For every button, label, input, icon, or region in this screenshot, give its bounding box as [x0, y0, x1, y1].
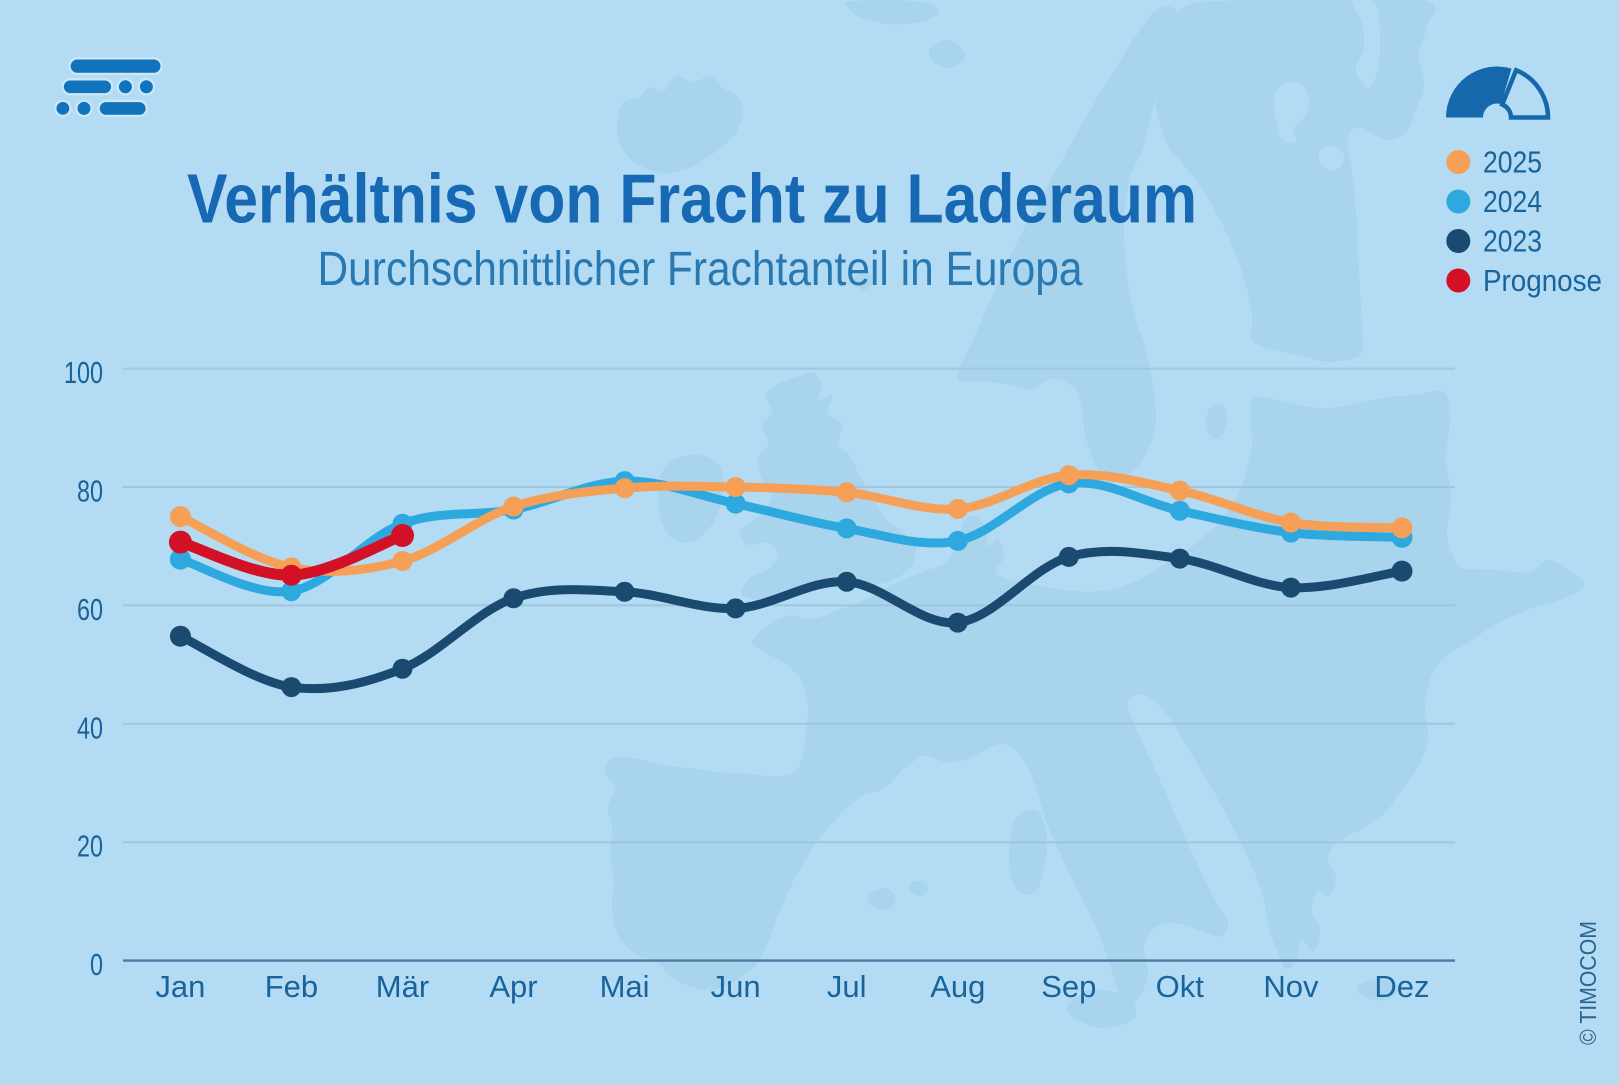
svg-text:100: 100 — [64, 355, 103, 390]
svg-text:Mär: Mär — [376, 969, 429, 1004]
svg-text:Aug: Aug — [930, 969, 985, 1004]
svg-text:Prognose: Prognose — [1483, 263, 1602, 298]
svg-text:20: 20 — [77, 829, 103, 864]
svg-text:40: 40 — [77, 710, 103, 745]
svg-text:0: 0 — [90, 947, 103, 982]
svg-text:Jan: Jan — [155, 969, 205, 1004]
svg-text:Feb: Feb — [265, 969, 318, 1004]
svg-text:Okt: Okt — [1156, 969, 1205, 1004]
svg-text:2025: 2025 — [1483, 145, 1542, 180]
svg-text:2024: 2024 — [1483, 184, 1542, 219]
svg-text:Mai: Mai — [600, 969, 650, 1004]
svg-text:Durchschnittlicher Frachtantei: Durchschnittlicher Frachtanteil in Europ… — [318, 243, 1083, 296]
svg-text:Verhältnis von Fracht zu Lader: Verhältnis von Fracht zu Laderaum — [187, 160, 1197, 238]
svg-text:Jul: Jul — [827, 969, 867, 1004]
svg-text:2023: 2023 — [1483, 224, 1542, 259]
svg-text:80: 80 — [77, 474, 103, 509]
svg-text:Apr: Apr — [489, 969, 537, 1004]
svg-text:Nov: Nov — [1263, 969, 1319, 1004]
svg-text:© TIMOCOM: © TIMOCOM — [1575, 921, 1601, 1045]
svg-text:60: 60 — [77, 592, 103, 627]
svg-text:Jun: Jun — [711, 969, 761, 1004]
svg-text:Dez: Dez — [1374, 969, 1429, 1004]
svg-text:Sep: Sep — [1041, 969, 1096, 1004]
